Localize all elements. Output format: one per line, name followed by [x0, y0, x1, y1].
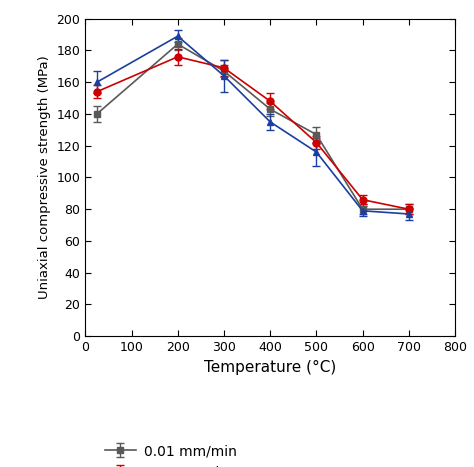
- X-axis label: Temperature (°C): Temperature (°C): [204, 360, 337, 375]
- Y-axis label: Uniaxial compressive strength (MPa): Uniaxial compressive strength (MPa): [38, 56, 51, 299]
- Legend: 0.01 mm/min, 0.1 mm/min, 0.5 mm/min: 0.01 mm/min, 0.1 mm/min, 0.5 mm/min: [100, 439, 243, 467]
